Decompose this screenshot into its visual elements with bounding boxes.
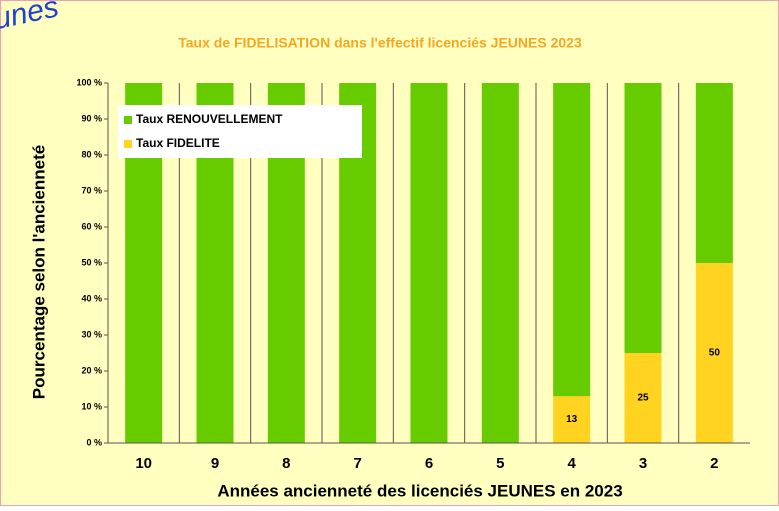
x-tick-label: 5: [496, 455, 504, 472]
y-tick-label: 30 %: [81, 329, 102, 339]
legend-box: [118, 105, 362, 158]
bar: [553, 396, 591, 443]
bar: [695, 263, 733, 443]
bar: [553, 83, 591, 397]
data-label: 50: [709, 348, 721, 359]
legend-swatch: [124, 116, 132, 124]
x-tick-label: 4: [567, 455, 576, 472]
bar: [410, 83, 448, 443]
legend-swatch: [124, 140, 132, 148]
chart-title: Taux de FIDELISATION dans l'effectif lic…: [178, 35, 582, 51]
x-tick-label: 8: [282, 455, 290, 472]
y-tick-label: 100 %: [76, 77, 102, 87]
y-tick-label: 50 %: [81, 257, 102, 267]
data-label: 13: [566, 414, 578, 425]
data-label: 25: [637, 393, 649, 404]
x-tick-label: 3: [639, 455, 647, 472]
bar: [624, 353, 662, 443]
bar: [624, 83, 662, 353]
x-tick-label: 2: [710, 455, 718, 472]
y-tick-label: 40 %: [81, 293, 102, 303]
y-tick-label: 90 %: [81, 113, 102, 123]
y-tick-label: 70 %: [81, 185, 102, 195]
x-tick-label: 6: [425, 455, 433, 472]
legend-label: Taux RENOUVELLEMENT: [136, 112, 283, 126]
x-tick-label: 7: [353, 455, 361, 472]
y-tick-label: 20 %: [81, 365, 102, 375]
y-tick-label: 0 %: [86, 437, 102, 447]
y-tick-label: 10 %: [81, 401, 102, 411]
y-tick-label: 80 %: [81, 149, 102, 159]
x-tick-label: 10: [135, 455, 152, 472]
legend-label: Taux FIDELITE: [136, 136, 220, 150]
x-axis-label: Années ancienneté des licenciés JEUNES e…: [217, 481, 622, 500]
x-tick-label: 9: [211, 455, 219, 472]
bar: [695, 83, 733, 263]
y-tick-label: 60 %: [81, 221, 102, 231]
bar: [481, 83, 519, 443]
y-axis-label: Pourcentage selon l'ancienneté: [29, 145, 48, 399]
